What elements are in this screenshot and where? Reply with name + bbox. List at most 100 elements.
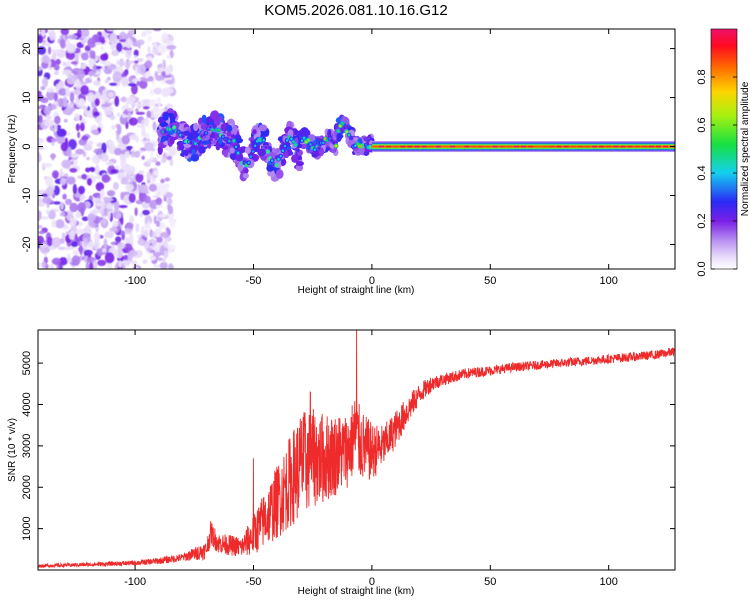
spectrogram-carrier <box>156 108 675 182</box>
spectrogram-noise-blob <box>112 71 123 83</box>
spectrogram-noise-blob <box>150 150 154 162</box>
spectrogram-noise-blob <box>41 29 46 37</box>
spectrogram-noise-blob <box>137 170 145 175</box>
spectrogram-noise-blob <box>63 246 73 251</box>
spectrogram-noise-blob <box>122 114 127 119</box>
spectrogram-y-tick-label: 20 <box>21 42 33 54</box>
spectrogram-noise-blob <box>169 220 176 229</box>
spectrogram-noise-blob <box>160 231 170 238</box>
spectrogram-carrier-core <box>262 138 265 142</box>
spectrogram-carrier-core <box>290 137 293 141</box>
spectrogram-carrier-core <box>221 135 225 139</box>
spectrogram-noise-blob <box>46 186 54 197</box>
spectrogram-noise-blob <box>85 223 91 235</box>
spectrogram-noise-blob <box>115 236 122 243</box>
spectrogram-noise-blob <box>148 183 157 192</box>
spectrogram-noise-blob <box>99 95 104 100</box>
spectrogram-noise-blob <box>107 91 115 98</box>
spectrogram-noise-blob <box>142 259 148 264</box>
spectrogram-noise-blob <box>152 121 157 131</box>
spectrogram-noise-blob <box>155 97 161 103</box>
spectrogram-carrier-blob <box>226 130 232 137</box>
spectrogram-carrier-segment <box>492 145 498 148</box>
spectrogram-noise-blob <box>109 227 118 232</box>
spectrogram-noise-blob <box>159 186 167 196</box>
spectrogram-noise-blob <box>103 238 108 250</box>
spectrogram-noise-blob <box>164 87 174 94</box>
spectrogram-y-tick-label: 10 <box>21 91 33 103</box>
spectrogram-noise-blob <box>109 114 116 121</box>
spectrogram-noise-blob <box>38 146 45 151</box>
spectrogram-noise-blob <box>135 172 144 183</box>
spectrogram-noise-blob <box>130 150 136 158</box>
spectrogram-carrier-core <box>264 146 268 149</box>
spectrogram-carrier-blob <box>271 147 276 154</box>
spectrogram-carrier-core <box>341 122 344 125</box>
spectrogram-noise-blob <box>166 54 171 59</box>
spectrogram-carrier-core <box>300 139 304 142</box>
spectrogram-carrier-segment <box>457 145 463 148</box>
spectrogram-noise-blob <box>110 44 116 50</box>
spectrogram-noise-blob <box>135 108 139 113</box>
spectrogram-noise-blob <box>159 261 168 269</box>
spectrogram-noise-blob <box>78 185 85 195</box>
spectrogram-noise-blob <box>51 219 57 228</box>
spectrogram-noise-blob <box>85 262 90 269</box>
colorbar-tick-label: 0.2 <box>696 213 708 228</box>
spectrogram-noise-blob <box>154 244 159 253</box>
spectrogram-carrier-blob <box>226 124 233 133</box>
spectrogram-noise-blob <box>149 88 154 96</box>
spectrogram-noise-blob <box>62 61 68 67</box>
spectrogram-noise-blob <box>51 170 59 179</box>
spectrogram-noise-blob <box>120 191 125 201</box>
spectrogram-carrier-core <box>217 128 221 132</box>
spectrogram-noise-blob <box>53 123 58 132</box>
spectrogram-noise-blob <box>117 124 122 135</box>
spectrogram-noise-blob <box>60 141 69 152</box>
spectrogram-carrier-segment <box>599 145 605 148</box>
spectrogram-noise-blob <box>49 29 57 41</box>
spectrogram-noise-blob <box>147 76 154 82</box>
spectrogram-noise-blob <box>104 252 115 264</box>
spectrogram-noise-blob <box>41 216 49 220</box>
spectrogram-noise-blob <box>53 71 59 76</box>
spectrogram-carrier-segment <box>641 145 647 148</box>
spectrogram-noise-blob <box>61 69 72 76</box>
spectrogram-noise-blob <box>166 197 173 206</box>
spectrogram-noise <box>38 29 177 269</box>
spectrogram-noise-blob <box>129 232 134 243</box>
spectrogram-noise-blob <box>40 97 49 104</box>
spectrogram-carrier-blob <box>182 130 191 136</box>
spectrogram-noise-blob <box>60 177 67 186</box>
spectrogram-noise-blob <box>136 124 146 128</box>
spectrogram-noise-blob <box>134 60 139 64</box>
spectrogram-noise-blob <box>123 243 133 252</box>
spectrogram-noise-blob <box>70 161 74 165</box>
spectrogram-noise-blob <box>133 55 138 59</box>
spectrogram-carrier-segment <box>386 145 392 148</box>
spectrogram-carrier-segment <box>464 145 470 148</box>
spectrogram-noise-blob <box>81 52 89 61</box>
spectrogram-carrier-core <box>296 149 299 152</box>
spectrogram-noise-blob <box>67 253 71 264</box>
spectrogram-noise-blob <box>54 115 61 125</box>
spectrogram-carrier-segment <box>478 145 484 148</box>
spectrogram-noise-blob <box>117 242 126 250</box>
spectrogram-carrier-core <box>343 126 346 130</box>
spectrogram-noise-blob <box>38 195 42 203</box>
spectrogram-carrier-blob <box>162 114 169 121</box>
spectrogram-noise-blob <box>69 167 78 173</box>
spectrogram-carrier-core <box>279 154 282 158</box>
spectrogram-noise-blob <box>139 212 144 218</box>
spectrogram-carrier-blob <box>300 127 309 137</box>
spectrogram-noise-blob <box>53 92 58 102</box>
spectrogram-noise-blob <box>137 42 141 49</box>
spectrogram-carrier-segment <box>620 145 626 148</box>
spectrogram-noise-blob <box>141 119 145 126</box>
snr-x-tick-label: 50 <box>484 576 496 588</box>
spectrogram-noise-blob <box>38 137 43 143</box>
spectrogram-noise-blob <box>93 239 100 250</box>
spectrogram-noise-blob <box>78 98 86 107</box>
spectrogram-noise-blob <box>141 99 151 104</box>
spectrogram-carrier-segment <box>577 145 583 148</box>
